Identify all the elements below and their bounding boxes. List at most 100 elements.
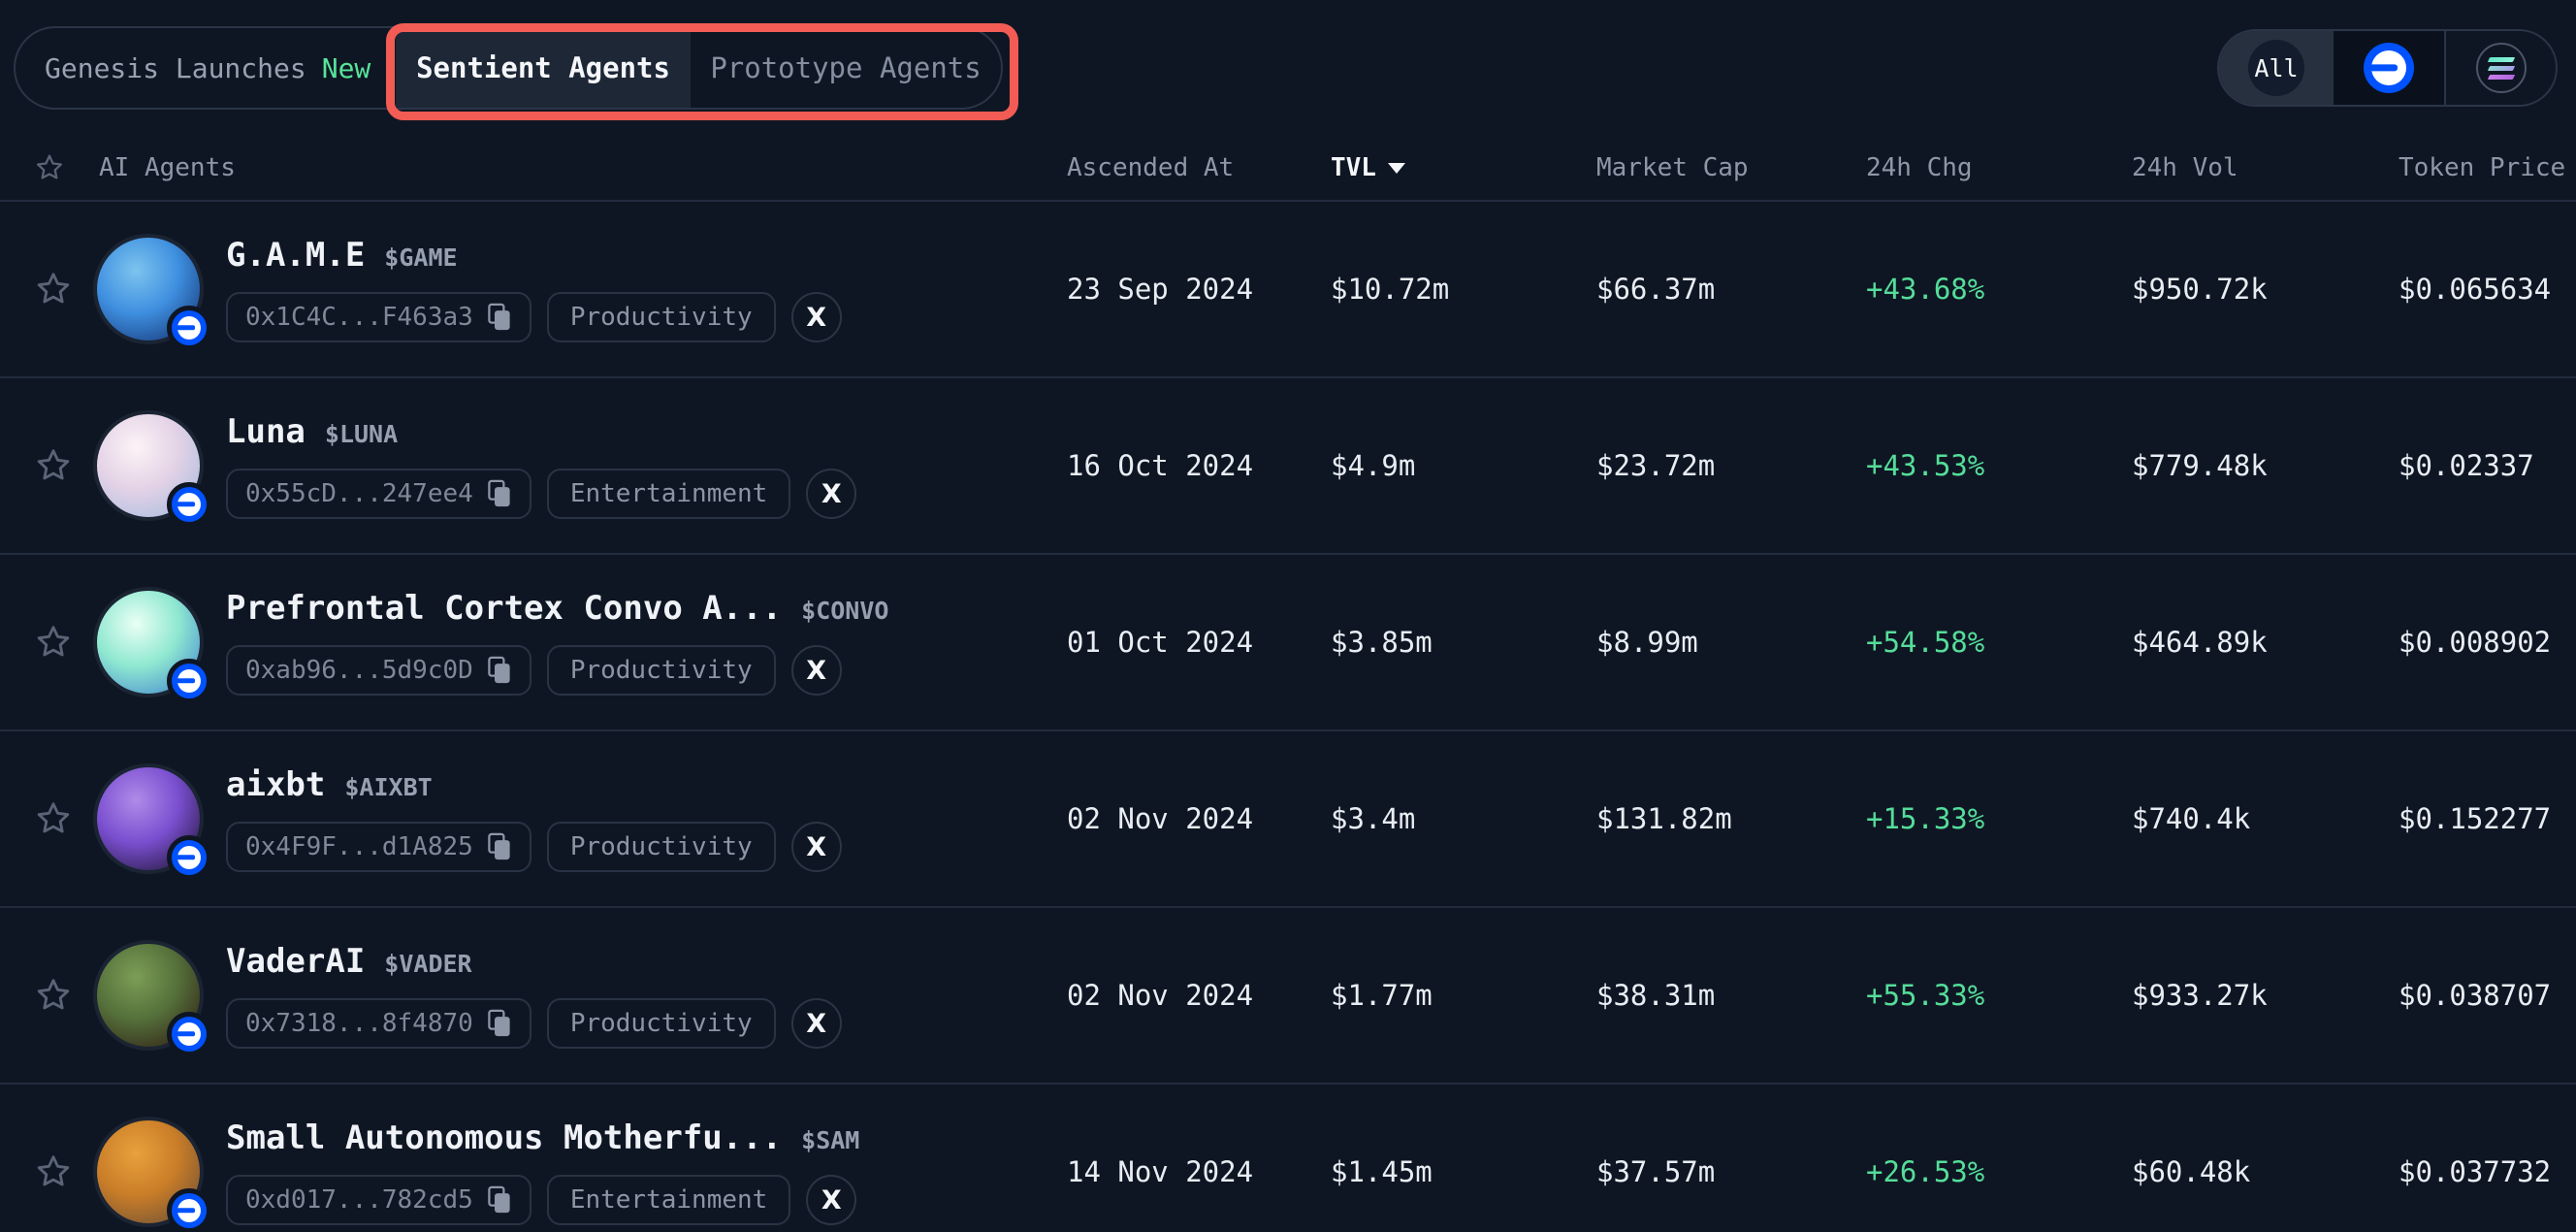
base-chain-badge-icon (167, 659, 211, 703)
contract-address: 0x1C4C...F463a3 (245, 303, 473, 332)
contract-address-chip[interactable]: 0xd017...782cd5 (226, 1175, 531, 1225)
agent-ticker: $LUNA (324, 420, 399, 448)
agent-ticker: $GAME (384, 243, 458, 272)
contract-address-chip[interactable]: 0x55cD...247ee4 (226, 469, 531, 519)
new-badge: New (321, 51, 371, 84)
agent-name: VaderAI (226, 942, 366, 981)
x-twitter-button[interactable]: X (806, 469, 857, 519)
copy-icon (488, 1185, 510, 1214)
table-row[interactable]: Small Autonomous Motherfu... $SAM 0xd017… (0, 1085, 2576, 1232)
header-token-price[interactable]: Token Price (2399, 153, 2566, 182)
favorite-cell (0, 446, 93, 485)
copy-icon (488, 656, 510, 684)
star-icon (37, 802, 70, 833)
avatar-wrap (93, 940, 211, 1056)
market-cap-value: $23.72m (1596, 449, 1716, 482)
favorite-star-button[interactable] (34, 270, 73, 308)
header-ascended-at[interactable]: Ascended At (1067, 153, 1235, 182)
market-cap-value: $66.37m (1596, 273, 1716, 306)
contract-address: 0x4F9F...d1A825 (245, 832, 473, 861)
favorite-cell (0, 623, 93, 662)
tab-prototype-agents[interactable]: Prototype Agents (691, 28, 1001, 108)
category-chip: Productivity (546, 292, 776, 342)
agent-cell: Prefrontal Cortex Convo A... $CONVO 0xab… (93, 587, 1067, 703)
favorite-star-button[interactable] (34, 446, 73, 485)
token-price-value: $0.152277 (2399, 802, 2552, 835)
chain-filter-all-label: All (2248, 40, 2304, 96)
24h-chg-value: +26.53% (1866, 1155, 1985, 1188)
agent-name: G.A.M.E (226, 236, 366, 275)
agent-cell: aixbt $AIXBT 0x4F9F...d1A825 Productivit… (93, 763, 1067, 880)
copy-icon (488, 303, 510, 331)
avatar-wrap (93, 587, 211, 703)
table-row[interactable]: aixbt $AIXBT 0x4F9F...d1A825 Productivit… (0, 731, 2576, 908)
tvl-value: $3.85m (1331, 626, 1433, 659)
genesis-launches-button[interactable]: Genesis Launches New (16, 28, 396, 108)
tvl-value: $4.9m (1331, 449, 1416, 482)
star-icon (37, 626, 70, 657)
agent-name: aixbt (226, 765, 326, 804)
favorite-cell (0, 270, 93, 308)
table-header: AI Agents Ascended At TVL Market Cap 24h… (0, 136, 2576, 202)
top-bar: Genesis Launches New Sentient Agents Pro… (0, 0, 2576, 136)
avatar-wrap (93, 1117, 211, 1232)
token-price-value: $0.065634 (2399, 273, 2552, 306)
header-24h-vol[interactable]: 24h Vol (2132, 153, 2238, 182)
favorite-star-button[interactable] (34, 1152, 73, 1191)
x-twitter-button[interactable]: X (790, 645, 842, 696)
24h-chg-value: +43.68% (1866, 273, 1985, 306)
table-row[interactable]: G.A.M.E $GAME 0x1C4C...F463a3 Productivi… (0, 202, 2576, 378)
star-icon (37, 1155, 70, 1186)
table-row[interactable]: Luna $LUNA 0x55cD...247ee4 Entertainment… (0, 378, 2576, 555)
x-twitter-button[interactable]: X (790, 998, 842, 1049)
24h-chg-value: +15.33% (1866, 802, 1985, 835)
header-star-cell (0, 152, 93, 183)
ascended-at-value: 23 Sep 2024 (1067, 273, 1254, 306)
copy-icon (488, 1009, 510, 1037)
tab-prototype-agents-label: Prototype Agents (710, 51, 982, 84)
header-ai-agents[interactable]: AI Agents (99, 153, 236, 182)
agent-info: Small Autonomous Motherfu... $SAM 0xd017… (226, 1119, 859, 1225)
chain-filter: All (2217, 29, 2558, 107)
table-row[interactable]: VaderAI $VADER 0x7318...8f4870 Productiv… (0, 908, 2576, 1085)
chain-filter-solana[interactable] (2444, 31, 2556, 105)
x-twitter-button[interactable]: X (806, 1175, 857, 1225)
market-cap-value: $37.57m (1596, 1155, 1716, 1188)
contract-address: 0x55cD...247ee4 (245, 479, 473, 508)
24h-vol-value: $933.27k (2132, 979, 2268, 1012)
market-cap-value: $8.99m (1596, 626, 1698, 659)
header-market-cap[interactable]: Market Cap (1596, 153, 1749, 182)
base-chain-badge-icon (167, 1188, 211, 1232)
contract-address-chip[interactable]: 0xab96...5d9c0D (226, 645, 531, 696)
agent-ticker: $AIXBT (344, 773, 433, 801)
contract-address-chip[interactable]: 0x7318...8f4870 (226, 998, 531, 1049)
base-chain-badge-icon (167, 306, 211, 350)
x-twitter-button[interactable]: X (790, 822, 842, 872)
avatar-wrap (93, 763, 211, 880)
header-24h-chg[interactable]: 24h Chg (1866, 153, 1973, 182)
favorite-star-button[interactable] (34, 799, 73, 838)
favorite-cell (0, 976, 93, 1015)
chain-filter-all[interactable]: All (2219, 31, 2334, 105)
star-icon (37, 154, 62, 179)
solana-chain-icon (2475, 43, 2527, 93)
tab-sentient-agents[interactable]: Sentient Agents (396, 28, 692, 108)
agents-table-body: G.A.M.E $GAME 0x1C4C...F463a3 Productivi… (0, 202, 2576, 1232)
star-icon (37, 979, 70, 1010)
chain-filter-base[interactable] (2334, 31, 2444, 105)
24h-vol-value: $60.48k (2132, 1155, 2251, 1188)
agent-name: Prefrontal Cortex Convo A... (226, 589, 783, 628)
contract-address-chip[interactable]: 0x4F9F...d1A825 (226, 822, 531, 872)
category-chip: Productivity (546, 645, 776, 696)
agent-ticker: $VADER (384, 950, 472, 978)
agent-info: G.A.M.E $GAME 0x1C4C...F463a3 Productivi… (226, 236, 842, 342)
table-row[interactable]: Prefrontal Cortex Convo A... $CONVO 0xab… (0, 555, 2576, 731)
favorite-star-button[interactable] (34, 976, 73, 1015)
24h-chg-value: +43.53% (1866, 449, 1985, 482)
agent-cell: Luna $LUNA 0x55cD...247ee4 Entertainment… (93, 410, 1067, 527)
favorite-star-button[interactable] (34, 623, 73, 662)
contract-address-chip[interactable]: 0x1C4C...F463a3 (226, 292, 531, 342)
x-twitter-button[interactable]: X (790, 292, 842, 342)
ascended-at-value: 16 Oct 2024 (1067, 449, 1254, 482)
header-tvl[interactable]: TVL (1331, 153, 1596, 182)
